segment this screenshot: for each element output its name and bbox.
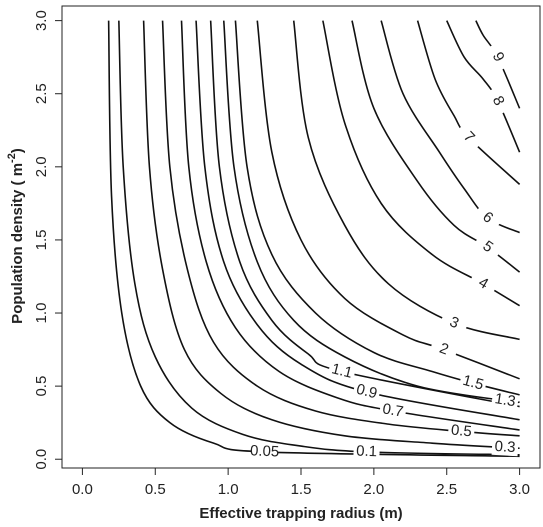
contour-line xyxy=(118,20,520,456)
contour-label-bg xyxy=(453,122,484,153)
x-axis-title: Effective trapping radius (m) xyxy=(199,505,402,522)
contour-label-bg xyxy=(251,443,278,461)
y-tick-label: 3.0 xyxy=(33,10,50,31)
y-tick-label: 1.5 xyxy=(33,229,50,250)
contour-label-bg xyxy=(378,400,408,422)
y-tick-label: 2.5 xyxy=(33,83,50,104)
contour-label-bg xyxy=(490,390,520,411)
x-tick-label: 0.0 xyxy=(72,481,93,498)
contour-label: 0.3 xyxy=(494,438,516,456)
contour-label-bg xyxy=(467,270,499,298)
contour-label-bg xyxy=(458,372,488,395)
x-tick-label: 2.0 xyxy=(363,481,384,498)
contour-label: 0.05 xyxy=(250,442,280,460)
contour-line xyxy=(446,20,521,153)
contour-label: 1.3 xyxy=(493,390,516,410)
contour-label: 0.9 xyxy=(355,381,379,403)
plot-frame xyxy=(61,5,541,469)
contour-label-bg xyxy=(472,203,503,233)
contour-line xyxy=(107,20,520,458)
contour-line xyxy=(256,20,520,380)
y-tick-label: 2.0 xyxy=(33,156,50,177)
contour-line xyxy=(222,20,520,404)
contour-label-bg xyxy=(428,337,459,362)
contour-line xyxy=(195,20,520,421)
y-axis-title: Population density ( m-2) xyxy=(6,148,26,324)
y-tick-label: 0.5 xyxy=(33,376,50,397)
contour-line xyxy=(209,20,520,408)
contour-label-bg xyxy=(447,422,475,441)
contour-line xyxy=(416,20,521,185)
x-tick-label: 2.5 xyxy=(436,481,457,498)
contour-label-bg xyxy=(438,310,470,336)
y-axis-title-close: ) xyxy=(9,148,26,153)
x-tick-label: 1.5 xyxy=(291,481,312,498)
contour-line xyxy=(475,20,521,109)
y-tick-label: 0.0 xyxy=(33,449,50,470)
y-axis-title-text: Population density ( m xyxy=(9,163,26,324)
contour-label-bg xyxy=(484,85,511,117)
contour-label: 1.5 xyxy=(461,372,486,394)
contour-label-bg xyxy=(491,438,519,457)
contour-label-bg xyxy=(484,41,511,73)
y-axis-title-exponent: -2 xyxy=(6,153,18,163)
contour-line xyxy=(322,20,521,307)
contour-label-bg xyxy=(472,233,503,262)
contour-label: 0.1 xyxy=(356,442,378,460)
contour-label-bg xyxy=(352,381,382,403)
x-tick-label: 3.0 xyxy=(509,481,530,498)
contour-label-bg xyxy=(353,443,380,461)
contour-label: 1.1 xyxy=(330,360,354,382)
y-tick-label: 1.0 xyxy=(33,303,50,324)
contour-label: 0.7 xyxy=(381,400,404,420)
x-tick-label: 1.0 xyxy=(218,481,239,498)
contour-line xyxy=(161,20,520,437)
contour-label: 0.5 xyxy=(450,422,472,441)
x-tick-label: 0.5 xyxy=(145,481,166,498)
contour-label-bg xyxy=(327,360,357,383)
contour-line xyxy=(142,20,520,450)
